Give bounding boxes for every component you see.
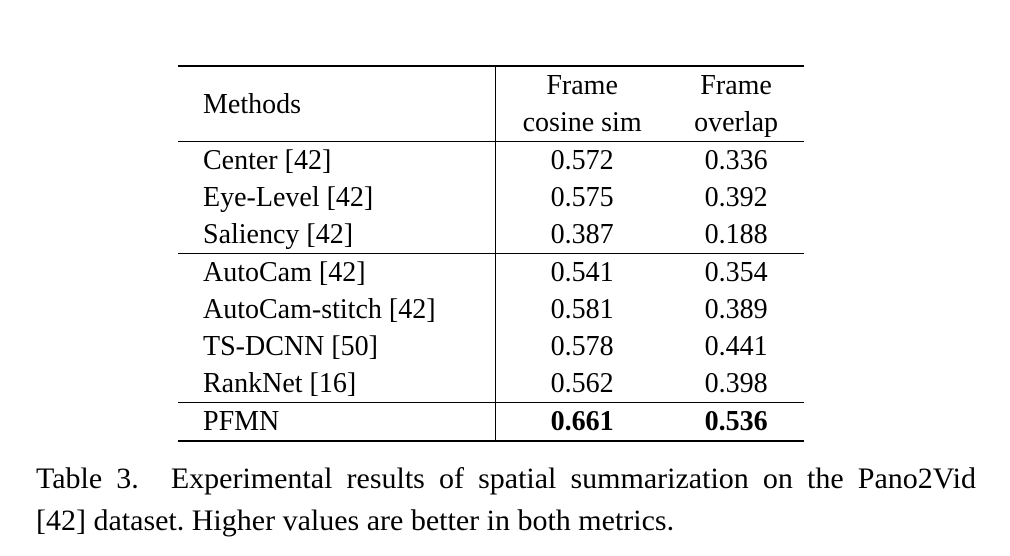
method-cell: Center [42] xyxy=(178,141,497,179)
caption-label: Table 3. xyxy=(36,462,139,495)
table-row: TS-DCNN [50] 0.578 0.441 xyxy=(178,328,804,365)
table-caption: Table 3. Experimental results of spatial … xyxy=(36,458,976,542)
table-row: AutoCam-stitch [42] 0.581 0.389 xyxy=(178,291,804,328)
method-cell: Saliency [42] xyxy=(178,216,497,254)
table-header-row: Methods Frame cosine sim Frame overlap xyxy=(178,65,804,142)
header-frame-cosine-sim: Frame cosine sim xyxy=(495,65,669,142)
cosine-cell-best: 0.661 xyxy=(495,402,669,442)
overlap-cell: 0.336 xyxy=(704,145,768,176)
overlap-cell: 0.441 xyxy=(704,331,768,362)
method-cell: AutoCam [42] xyxy=(178,253,497,291)
results-table: Methods Frame cosine sim Frame overlap C… xyxy=(178,65,804,442)
caption-text: Experimental results of spatial summariz… xyxy=(36,462,976,537)
header-overlap-line2: overlap xyxy=(694,107,779,138)
overlap-cell: 0.392 xyxy=(704,182,768,213)
header-frame-overlap: Frame overlap xyxy=(668,65,804,142)
overlap-cell: 0.188 xyxy=(668,216,804,254)
header-overlap-line1: Frame xyxy=(700,70,772,101)
header-cosine-line1: Frame xyxy=(546,70,618,101)
header-cosine-line2: cosine sim xyxy=(522,107,642,138)
method-cell: TS-DCNN [50] xyxy=(178,328,497,365)
table-row: Eye-Level [42] 0.575 0.392 xyxy=(178,179,804,216)
method-cell: PFMN xyxy=(178,402,497,442)
table-row: RankNet [16] 0.562 0.398 xyxy=(178,365,804,403)
overlap-cell: 0.389 xyxy=(704,294,768,325)
overlap-cell: 0.354 xyxy=(704,257,768,288)
cosine-cell: 0.562 xyxy=(495,365,669,403)
table-row: Center [42] 0.572 0.336 xyxy=(178,141,804,179)
method-cell: RankNet [16] xyxy=(178,365,497,403)
table-row: Saliency [42] 0.387 0.188 xyxy=(178,216,804,254)
overlap-cell: 0.398 xyxy=(668,365,804,403)
cosine-cell: 0.575 xyxy=(550,182,614,213)
cosine-cell: 0.572 xyxy=(550,145,614,176)
header-methods: Methods xyxy=(178,65,497,142)
table-row-best: PFMN 0.661 0.536 xyxy=(178,402,804,442)
table-row: AutoCam [42] 0.541 0.354 xyxy=(178,253,804,291)
method-cell: Eye-Level [42] xyxy=(178,179,497,216)
cosine-cell: 0.387 xyxy=(495,216,669,254)
cosine-cell: 0.581 xyxy=(550,294,614,325)
cosine-cell: 0.578 xyxy=(550,331,614,362)
overlap-cell-best: 0.536 xyxy=(668,402,804,442)
cosine-cell: 0.541 xyxy=(550,257,614,288)
method-cell: AutoCam-stitch [42] xyxy=(178,291,497,328)
